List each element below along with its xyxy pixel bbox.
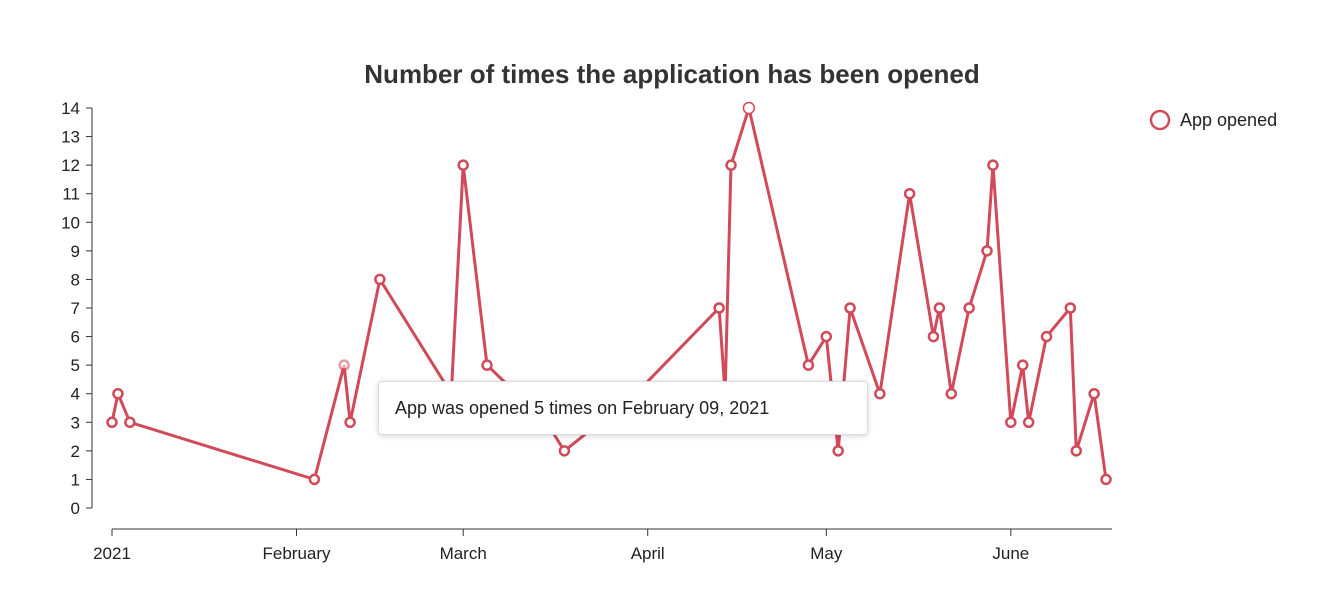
data-point[interactable] — [933, 302, 946, 314]
legend-label: App opened — [1180, 110, 1277, 130]
x-tick-label: May — [810, 544, 843, 563]
data-point[interactable] — [1088, 387, 1100, 400]
data-point[interactable] — [832, 445, 844, 457]
data-point-tooltip: App was opened 5 times on February 09, 2… — [378, 381, 868, 435]
x-axis: 2021 February March April May June — [93, 528, 1112, 563]
data-point[interactable] — [1005, 416, 1017, 429]
y-tick-label: 13 — [61, 128, 80, 147]
y-tick-label: 12 — [61, 156, 80, 175]
y-tick-label: 3 — [71, 413, 80, 432]
y-tick-label: 0 — [71, 499, 80, 518]
legend[interactable]: App opened — [1149, 109, 1277, 131]
x-tick-label: April — [631, 544, 665, 563]
data-point[interactable] — [903, 187, 916, 200]
data-point[interactable] — [742, 101, 756, 115]
data-point[interactable] — [558, 445, 571, 457]
data-point[interactable] — [820, 330, 833, 343]
data-point[interactable] — [112, 387, 124, 400]
data-point[interactable] — [1100, 473, 1112, 486]
data-point[interactable] — [374, 273, 386, 286]
y-tick-label: 10 — [61, 213, 80, 232]
data-point[interactable] — [963, 302, 975, 314]
y-tick-label: 6 — [71, 328, 80, 347]
data-point[interactable] — [344, 416, 356, 429]
data-point[interactable] — [124, 416, 136, 429]
data-point[interactable] — [987, 159, 999, 171]
data-point[interactable] — [481, 359, 493, 371]
y-tick-label: 1 — [71, 470, 80, 489]
y-tick-label: 8 — [71, 270, 80, 289]
data-point[interactable] — [713, 302, 725, 314]
data-point[interactable] — [457, 159, 469, 171]
data-point[interactable] — [844, 302, 856, 314]
x-tick-label: 2021 — [93, 544, 131, 563]
data-point[interactable] — [106, 416, 118, 429]
y-tick-label: 14 — [61, 99, 80, 118]
data-point[interactable] — [927, 330, 940, 343]
legend-marker-icon — [1149, 109, 1171, 131]
x-tick-label: June — [992, 544, 1029, 563]
x-tick-label: February — [263, 544, 332, 563]
y-tick-label: 4 — [71, 385, 80, 404]
data-point[interactable] — [1016, 359, 1029, 371]
data-point[interactable] — [945, 387, 958, 400]
data-point[interactable] — [1070, 445, 1083, 457]
data-point[interactable] — [308, 473, 321, 486]
x-tick-label: March — [440, 544, 487, 563]
data-point[interactable] — [338, 359, 350, 371]
data-point[interactable] — [1022, 416, 1035, 429]
y-tick-label: 11 — [62, 185, 80, 204]
data-point[interactable] — [1064, 302, 1077, 314]
series-layer — [106, 101, 1112, 486]
y-tick-label: 7 — [71, 299, 80, 318]
data-point[interactable] — [802, 359, 815, 371]
y-tick-label: 5 — [71, 356, 80, 375]
chart-title: Number of times the application has been… — [364, 59, 979, 89]
data-point[interactable] — [874, 387, 886, 400]
data-point[interactable] — [981, 245, 993, 257]
tooltip-text: App was opened 5 times on February 09, 2… — [395, 398, 770, 418]
data-point[interactable] — [725, 159, 737, 171]
y-tick-label: 9 — [71, 242, 80, 261]
y-tick-label: 2 — [71, 442, 80, 461]
data-point[interactable] — [1040, 330, 1053, 343]
